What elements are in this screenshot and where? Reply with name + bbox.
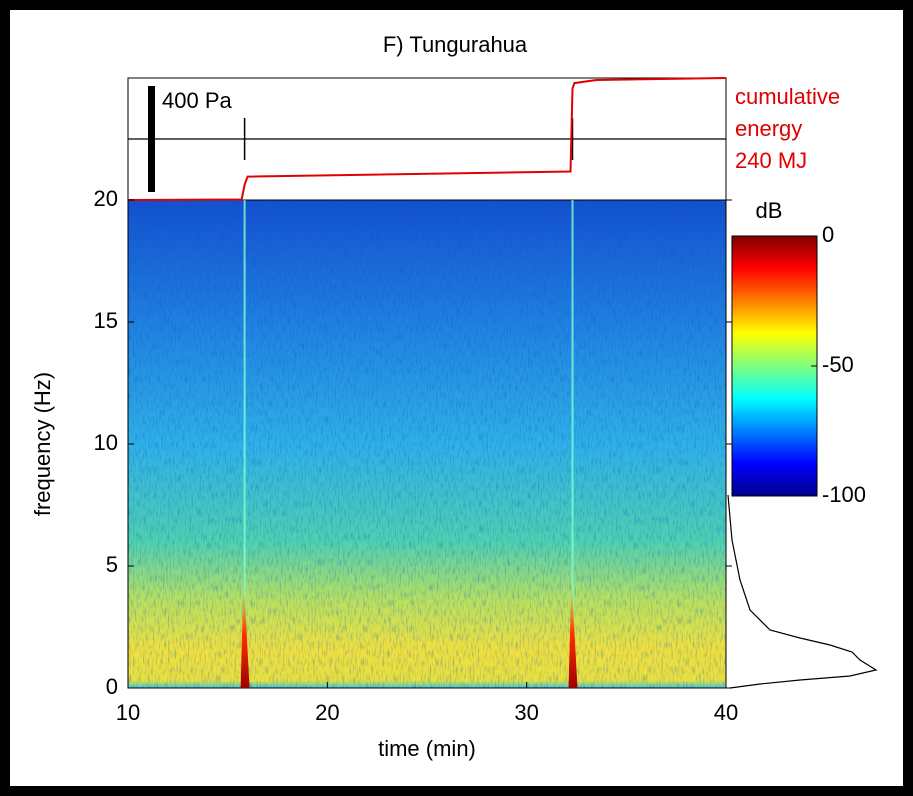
colorbar-tick-label: -50 (822, 352, 854, 377)
colorbar-label: dB (756, 198, 783, 223)
event-spike (568, 578, 578, 688)
y-tick-label: 10 (94, 430, 118, 455)
x-tick-label: 30 (514, 700, 538, 725)
spectrum-profile (727, 494, 878, 689)
colorbar-tick-label: 0 (822, 222, 834, 247)
y-tick-label: 5 (106, 552, 118, 577)
x-axis-label: time (min) (378, 736, 476, 761)
energy-annotation: energy (735, 116, 802, 141)
event-spike (240, 578, 250, 688)
scale-bar-label: 400 Pa (162, 88, 232, 113)
y-axis-label: frequency (Hz) (30, 372, 55, 516)
x-tick-label: 10 (116, 700, 140, 725)
colorbar (731, 235, 818, 497)
energy-total: 240 MJ (735, 148, 807, 173)
chart-title: F) Tungurahua (383, 32, 528, 57)
energy-curve (127, 77, 727, 201)
x-tick-label: 20 (315, 700, 339, 725)
x-tick-label: 40 (714, 700, 738, 725)
y-tick-label: 15 (94, 308, 118, 333)
spectrogram-texture (128, 200, 726, 688)
y-tick-label: 0 (106, 674, 118, 699)
energy-annotation: cumulative (735, 84, 840, 109)
y-tick-label: 20 (94, 186, 118, 211)
colorbar-tick-label: -100 (822, 482, 866, 507)
